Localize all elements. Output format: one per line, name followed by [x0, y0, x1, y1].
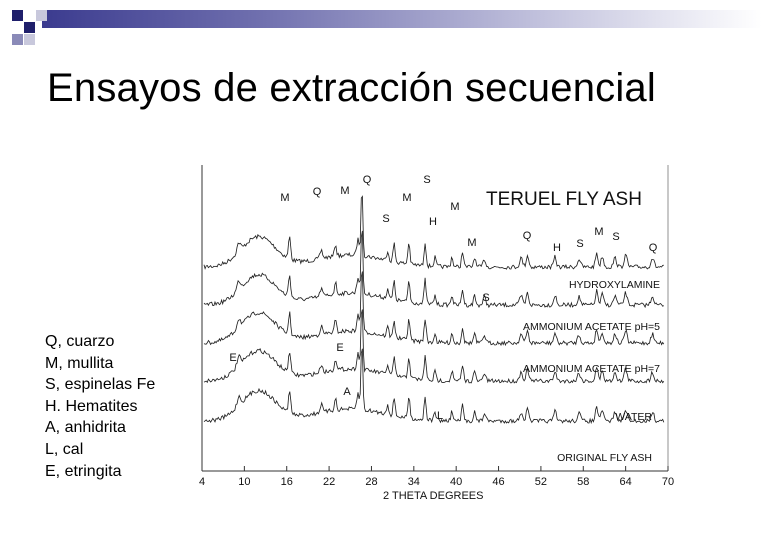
x-axis-label: 2 THETA DEGREES — [383, 490, 483, 502]
mineral-legend: Q, cuarzo M, mullita S, espinelas Fe H. … — [45, 331, 155, 482]
peak-label: S — [382, 213, 389, 225]
trace-label: AMMONIUM ACETATE pH=5 — [523, 321, 660, 333]
peak-label: Q — [363, 174, 372, 186]
legend-item-spinels: S, espinelas Fe — [45, 376, 156, 394]
xrd-diffractogram-figure: TERUEL FLY ASH HYDROXYLAMINE AMMONIUM ACE… — [190, 155, 685, 505]
peak-label: A — [343, 386, 351, 398]
legend-item-hematite: H. Hematites — [45, 397, 138, 415]
xrd-diffractogram: TERUEL FLY ASH HYDROXYLAMINE AMMONIUM ACE… — [199, 165, 674, 502]
diffraction-trace — [203, 309, 665, 384]
trace-labels: HYDROXYLAMINE AMMONIUM ACETATE pH=5 AMMONI… — [523, 279, 660, 464]
x-tick-label: 10 — [238, 476, 250, 488]
deco-square — [24, 22, 35, 33]
x-tick-label: 52 — [535, 476, 547, 488]
peak-label: M — [402, 192, 411, 204]
deco-square — [12, 10, 23, 21]
peak-label: H — [553, 242, 561, 254]
deco-square — [24, 34, 35, 45]
legend-item-ettringite: E, etringita — [45, 462, 122, 480]
diffraction-traces — [203, 195, 665, 425]
title-decoration-bar — [42, 10, 762, 28]
peak-label: M — [280, 192, 289, 204]
x-tick-label: 22 — [323, 476, 335, 488]
x-tick-label: 28 — [365, 476, 377, 488]
peak-label: S — [482, 292, 489, 304]
deco-square — [12, 34, 23, 45]
x-tick-label: 34 — [408, 476, 420, 488]
diffraction-trace — [203, 271, 665, 347]
figure-title: TERUEL FLY ASH — [486, 189, 642, 210]
x-tick-label: 46 — [492, 476, 504, 488]
trace-label: HYDROXYLAMINE — [569, 279, 660, 291]
peak-label: M — [467, 237, 476, 249]
x-tick-label: 70 — [662, 476, 674, 488]
peak-label: Q — [523, 230, 532, 242]
x-tick-label: 4 — [199, 476, 205, 488]
peak-label: L — [437, 410, 443, 422]
peak-label: Q — [313, 186, 322, 198]
peak-label: S — [423, 174, 430, 186]
x-tick-label: 58 — [577, 476, 589, 488]
trace-label: ORIGINAL FLY ASH — [557, 452, 652, 464]
x-tick-label: 16 — [281, 476, 293, 488]
diffraction-trace — [203, 230, 665, 309]
peak-label: S — [612, 231, 619, 243]
peak-label: M — [340, 185, 349, 197]
peak-label: E — [336, 342, 343, 354]
peak-label: H — [429, 216, 437, 228]
legend-item-anhydrite: A, anhidrita — [45, 419, 126, 437]
x-tick-label: 64 — [620, 476, 632, 488]
diffraction-trace — [203, 348, 665, 425]
x-axis-ticks: 4 10 16 22 28 34 40 46 52 58 64 70 — [199, 466, 674, 488]
peak-label: M — [450, 201, 459, 213]
diffraction-trace — [203, 195, 664, 271]
deco-square — [36, 10, 47, 21]
trace-label: WATER — [615, 411, 652, 423]
x-tick-label: 40 — [450, 476, 462, 488]
legend-item-quartz: Q, cuarzo — [45, 333, 115, 350]
legend-item-lime: L, cal — [45, 440, 84, 458]
trace-label: AMMONIUM ACETATE pH=7 — [523, 363, 660, 375]
slide-title: Ensayos de extracción secuencial — [47, 66, 656, 110]
peak-label: E — [229, 352, 236, 364]
peak-label: M — [594, 226, 603, 238]
peak-label: Q — [649, 242, 658, 254]
plot-frame — [201, 165, 669, 472]
legend-item-mullite: M, mullita — [45, 354, 114, 372]
peak-label: S — [576, 238, 583, 250]
